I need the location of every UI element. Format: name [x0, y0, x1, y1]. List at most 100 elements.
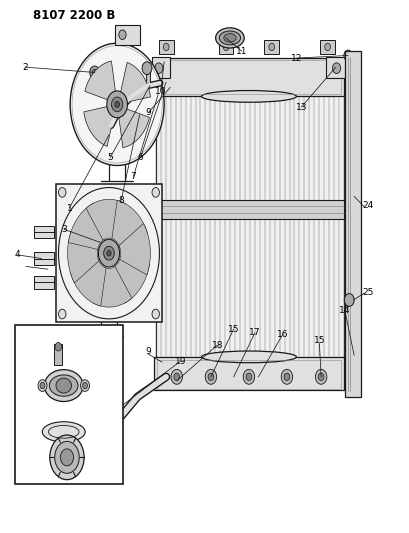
Circle shape — [103, 246, 114, 260]
PathPatch shape — [83, 107, 114, 147]
Circle shape — [281, 369, 292, 384]
Ellipse shape — [44, 369, 83, 401]
Bar — [153, 357, 343, 390]
Text: 9: 9 — [145, 347, 151, 356]
Circle shape — [60, 449, 73, 466]
PathPatch shape — [68, 203, 104, 249]
Ellipse shape — [215, 28, 244, 48]
Text: 5: 5 — [107, 153, 113, 162]
Ellipse shape — [80, 379, 89, 391]
Circle shape — [163, 43, 169, 51]
Text: 3: 3 — [61, 225, 67, 234]
PathPatch shape — [120, 62, 150, 102]
Circle shape — [223, 43, 229, 51]
Circle shape — [115, 101, 119, 108]
Bar — [319, 39, 334, 54]
Circle shape — [315, 369, 326, 384]
Text: 14: 14 — [338, 305, 350, 314]
Circle shape — [40, 382, 45, 389]
Circle shape — [54, 441, 79, 473]
Circle shape — [58, 188, 66, 197]
Circle shape — [171, 369, 182, 384]
Bar — [218, 39, 233, 54]
Circle shape — [82, 382, 87, 389]
Text: 16: 16 — [276, 330, 288, 339]
PathPatch shape — [119, 109, 149, 148]
Circle shape — [317, 373, 323, 381]
PathPatch shape — [86, 199, 126, 240]
Circle shape — [111, 97, 122, 112]
Circle shape — [119, 30, 126, 39]
Text: 15: 15 — [313, 336, 324, 345]
Bar — [153, 58, 343, 96]
Text: 21: 21 — [22, 376, 34, 385]
Circle shape — [152, 188, 159, 197]
Circle shape — [142, 62, 151, 75]
Circle shape — [58, 188, 159, 319]
Circle shape — [345, 53, 349, 58]
Circle shape — [152, 309, 159, 319]
Circle shape — [98, 239, 119, 267]
PathPatch shape — [112, 200, 147, 248]
Ellipse shape — [201, 351, 296, 363]
Ellipse shape — [38, 379, 47, 391]
Circle shape — [243, 369, 254, 384]
Circle shape — [90, 66, 99, 79]
Text: 24: 24 — [362, 201, 373, 210]
Circle shape — [173, 373, 179, 381]
Text: 7: 7 — [130, 172, 136, 181]
Circle shape — [55, 343, 61, 351]
Bar — [151, 56, 170, 78]
Text: 10: 10 — [155, 86, 166, 95]
Ellipse shape — [223, 34, 236, 42]
Bar — [344, 51, 361, 397]
Bar — [158, 39, 173, 54]
Text: 6: 6 — [137, 153, 143, 162]
Bar — [264, 39, 279, 54]
Ellipse shape — [219, 31, 240, 45]
Text: 12: 12 — [290, 54, 301, 62]
PathPatch shape — [92, 266, 132, 307]
Text: 18: 18 — [211, 341, 222, 350]
Bar — [325, 56, 345, 78]
Bar — [157, 60, 340, 94]
Text: 8107 2200 B: 8107 2200 B — [33, 9, 115, 22]
Circle shape — [58, 309, 66, 319]
Bar — [34, 276, 54, 289]
Text: 25: 25 — [362, 287, 373, 296]
PathPatch shape — [113, 257, 149, 303]
Bar — [54, 344, 62, 366]
Ellipse shape — [56, 378, 71, 393]
Text: 1: 1 — [66, 204, 72, 213]
PathPatch shape — [119, 223, 150, 275]
Text: 23: 23 — [47, 421, 58, 430]
PathPatch shape — [67, 231, 99, 283]
PathPatch shape — [85, 61, 115, 100]
Ellipse shape — [49, 375, 78, 396]
Bar — [155, 94, 343, 357]
Text: 20: 20 — [33, 336, 45, 345]
Text: 4: 4 — [14, 251, 20, 260]
Text: 9: 9 — [145, 108, 151, 117]
Circle shape — [154, 63, 162, 74]
Text: 8: 8 — [118, 196, 124, 205]
Text: 2: 2 — [22, 63, 28, 71]
Circle shape — [207, 373, 213, 381]
Bar — [34, 225, 54, 238]
Circle shape — [204, 369, 216, 384]
Bar — [115, 25, 139, 45]
Circle shape — [70, 43, 164, 165]
Bar — [15, 325, 123, 484]
Bar — [34, 252, 54, 265]
Circle shape — [324, 43, 330, 51]
Text: 17: 17 — [249, 328, 260, 337]
Circle shape — [49, 435, 84, 480]
Text: 22: 22 — [20, 440, 31, 449]
Bar — [157, 360, 340, 389]
Ellipse shape — [42, 422, 85, 442]
Circle shape — [332, 63, 340, 74]
Circle shape — [283, 373, 289, 381]
Circle shape — [268, 43, 274, 51]
Circle shape — [343, 50, 351, 61]
Circle shape — [107, 251, 111, 256]
